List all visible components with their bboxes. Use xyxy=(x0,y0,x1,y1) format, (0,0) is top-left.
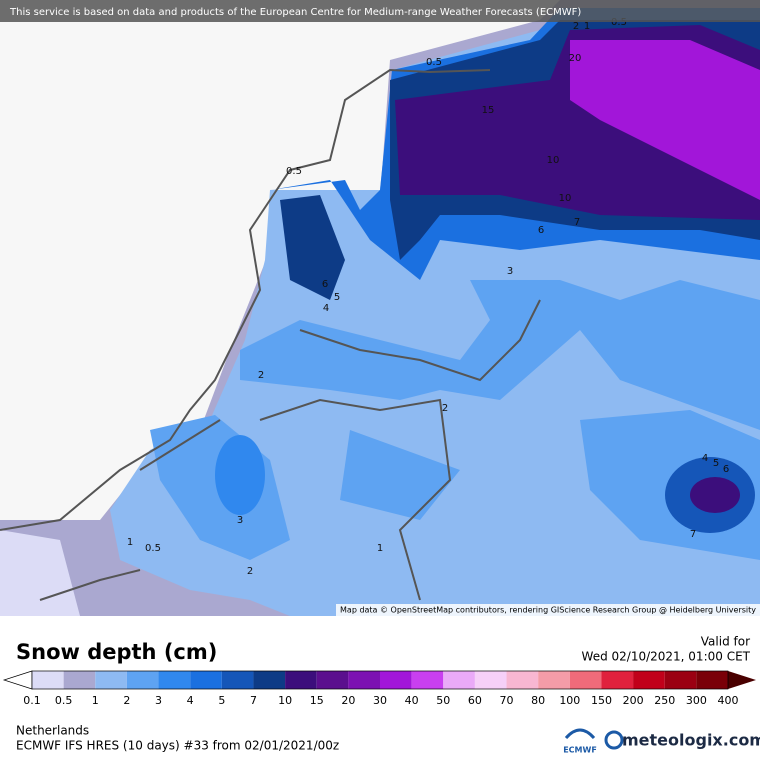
legend-label: 3 xyxy=(155,694,162,707)
brand: meteologix.com xyxy=(622,731,760,750)
legend-label: 60 xyxy=(468,694,482,707)
borders xyxy=(0,68,541,601)
contour-label: 0.5 xyxy=(145,543,161,554)
contour-label: 2 xyxy=(442,403,448,414)
legend-label: 1 xyxy=(92,694,99,707)
legend-label: 80 xyxy=(531,694,545,707)
legend-label: 0.5 xyxy=(55,694,73,707)
contour-label: 5 xyxy=(713,458,719,469)
legend-frame xyxy=(31,670,729,690)
legend-swatch xyxy=(380,671,412,689)
contour-label: 1 xyxy=(584,21,590,32)
contour-label: 5 xyxy=(334,292,340,303)
contour-label: 6 xyxy=(322,279,328,290)
legend-label: 100 xyxy=(559,694,580,707)
snow-10 xyxy=(690,477,740,513)
contour-label: 1 xyxy=(377,543,383,554)
legend-swatch xyxy=(253,671,286,689)
legend-label: 0.1 xyxy=(23,694,41,707)
contour-label: 0.5 xyxy=(611,17,627,28)
contour-label: 6 xyxy=(723,464,729,475)
contour-label: 10 xyxy=(547,155,560,166)
contour-label: 4 xyxy=(702,453,708,464)
legend-label: 10 xyxy=(278,694,292,707)
legend-swatch xyxy=(569,671,602,689)
map: Map data © OpenStreetMap contributors, r… xyxy=(0,0,760,616)
legend-swatch xyxy=(538,671,570,689)
contour-label: 3 xyxy=(237,515,243,526)
legend-swatch xyxy=(126,671,159,689)
legend-swatch xyxy=(221,671,254,689)
legend-label: 20 xyxy=(341,694,355,707)
contour-label: 0.5 xyxy=(286,166,302,177)
legend-swatch xyxy=(32,671,64,689)
contour-label: 4 xyxy=(323,303,329,314)
legend-swatch xyxy=(601,671,634,689)
contour-label: 20 xyxy=(569,53,582,64)
contour-label: 2 xyxy=(247,566,253,577)
legend-label: 30 xyxy=(373,694,387,707)
legend-swatch xyxy=(411,671,444,689)
legend-label: 40 xyxy=(405,694,419,707)
snow-30 xyxy=(570,40,760,200)
valid-time: Wed 02/10/2021, 01:00 CET xyxy=(582,650,751,664)
legend-label: 70 xyxy=(500,694,514,707)
legend-swatch xyxy=(285,671,317,689)
legend-swatch xyxy=(316,671,349,689)
legend: 0.1 0.5 1 2 3 4 5 7 10 15 20 30 40 50 60 70 80 100 150 200 2… xyxy=(2,670,756,707)
legend-swatch xyxy=(190,671,222,689)
ecmwf-text: ECMWF xyxy=(563,746,597,755)
contour-label: 7 xyxy=(690,529,696,540)
legend-swatch xyxy=(348,671,380,689)
legend-label: 200 xyxy=(623,694,644,707)
contour-label: 15 xyxy=(482,105,495,116)
region: Netherlands xyxy=(16,724,89,738)
legend-swatch xyxy=(633,671,665,689)
legend-swatch xyxy=(158,671,191,689)
snow-0-1 xyxy=(0,530,80,616)
legend-label: 4 xyxy=(187,694,194,707)
legend-label: 7 xyxy=(250,694,257,707)
ecmwf-logo xyxy=(564,728,596,740)
legend-swatch xyxy=(95,671,127,689)
legend-swatch xyxy=(696,671,728,689)
title: Snow depth (cm) xyxy=(16,640,217,664)
legend-label: 5 xyxy=(218,694,225,707)
legend-label: 50 xyxy=(436,694,450,707)
legend-label: 300 xyxy=(686,694,707,707)
notice-bar xyxy=(0,0,760,22)
contour-label: 0.5 xyxy=(426,57,442,68)
contour-label: 1 xyxy=(127,537,133,548)
legend-label: 150 xyxy=(591,694,612,707)
legend-label: 2 xyxy=(123,694,130,707)
brand-logo xyxy=(604,730,624,750)
contour-label: 7 xyxy=(574,217,580,228)
legend-swatch xyxy=(443,671,475,689)
notice: This service is based on data and produc… xyxy=(9,7,581,18)
contour-label: 2 xyxy=(573,21,579,32)
snow-2 xyxy=(150,280,760,560)
legend-over xyxy=(728,671,756,689)
legend-swatch xyxy=(474,671,507,689)
legend-swatch xyxy=(664,671,697,689)
attribution-box xyxy=(336,604,760,616)
attribution: Map data © OpenStreetMap contributors, r… xyxy=(340,606,756,615)
valid-label: Valid for xyxy=(701,635,750,649)
contour-label: 6 xyxy=(538,225,544,236)
contour-label: 10 xyxy=(559,193,572,204)
contour-label: 2 xyxy=(258,370,264,381)
contour-label: 3 xyxy=(507,266,513,277)
legend-swatch xyxy=(506,671,539,689)
legend-swatch xyxy=(63,671,96,689)
model: ECMWF IFS HRES (10 days) #33 from 02/01/… xyxy=(16,739,339,753)
legend-label: 400 xyxy=(718,694,739,707)
snow-3 xyxy=(215,435,265,515)
legend-label: 15 xyxy=(310,694,324,707)
legend-label: 250 xyxy=(654,694,675,707)
